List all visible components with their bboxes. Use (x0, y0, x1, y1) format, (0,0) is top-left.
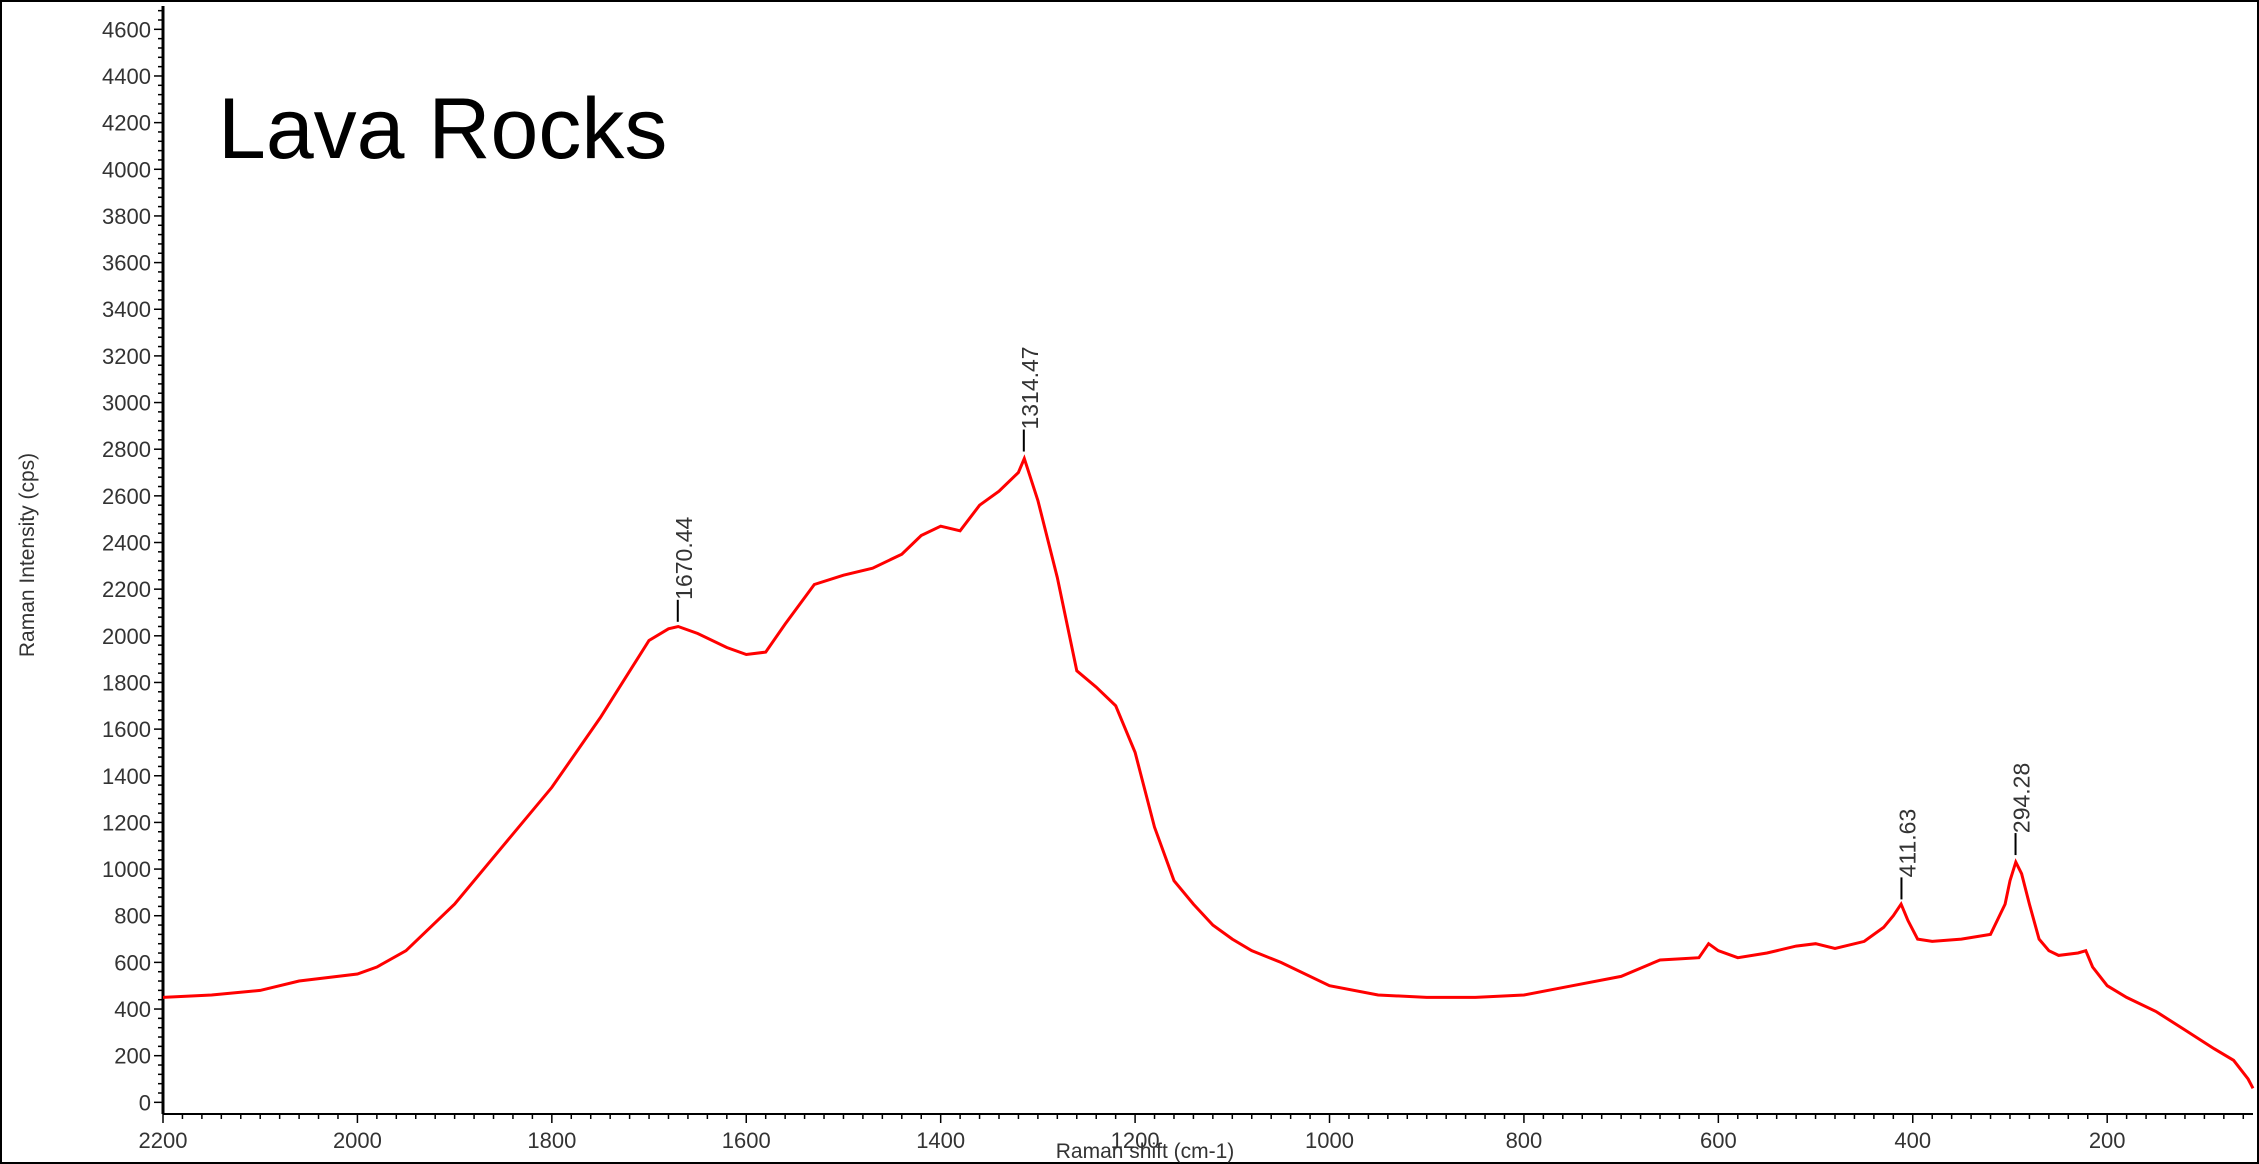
x-axis-label: Raman shift (cm-1) (1056, 1140, 1235, 1163)
y-tick-label: 1200 (102, 810, 151, 835)
x-tick-label: 200 (2089, 1128, 2126, 1153)
x-tick-label: 400 (1894, 1128, 1931, 1153)
x-tick-label: 2000 (333, 1128, 382, 1153)
y-tick-label: 600 (114, 950, 151, 975)
y-tick-label: 3800 (102, 204, 151, 229)
peak-annotations: 1670.44 1314.47 411.63 294.28 (671, 346, 2035, 900)
y-tick-label: 2000 (102, 624, 151, 649)
x-tick-label: 1000 (1305, 1128, 1354, 1153)
peak-label: 1314.47 (1017, 346, 1043, 429)
x-tick-label: 1400 (916, 1128, 965, 1153)
y-tick-label: 4400 (102, 64, 151, 89)
y-tick-label: 800 (114, 904, 151, 929)
y-axis-ticks: 0 200 400 600 800 1000 1200 1400 1600 1800 2000 220… (102, 9, 163, 1115)
y-tick-label: 400 (114, 997, 151, 1022)
y-tick-label: 4000 (102, 157, 151, 182)
chart-title: Lava Rocks (218, 81, 667, 177)
y-tick-label: 200 (114, 1044, 151, 1069)
peak-label: 294.28 (2009, 763, 2035, 833)
x-tick-label: 600 (1700, 1128, 1737, 1153)
x-axis-ticks: 2200 2000 1800 1600 1400 1200 1000 800 600 400 200 (139, 1114, 2245, 1153)
y-tick-label: 2200 (102, 577, 151, 602)
peak-label: 411.63 (1894, 809, 1920, 878)
y-tick-label: 0 (139, 1090, 151, 1115)
x-tick-label: 1800 (527, 1128, 576, 1153)
y-tick-label: 2400 (102, 531, 151, 556)
spectrum-line (162, 454, 2255, 1089)
y-tick-label: 1600 (102, 717, 151, 742)
y-tick-label: 4200 (102, 111, 151, 136)
y-axis-label: Raman Intensity (cps) (16, 453, 39, 657)
y-tick-label: 4600 (102, 17, 151, 42)
y-tick-label: 1800 (102, 670, 151, 695)
peak-label: 1670.44 (671, 516, 697, 599)
x-tick-label: 2200 (139, 1128, 188, 1153)
y-tick-label: 3400 (102, 297, 151, 322)
y-tick-label: 1000 (102, 857, 151, 882)
x-tick-label: 800 (1506, 1128, 1543, 1153)
y-tick-label: 3000 (102, 391, 151, 416)
y-tick-label: 3600 (102, 251, 151, 276)
y-tick-label: 1400 (102, 764, 151, 789)
y-tick-label: 2600 (102, 484, 151, 509)
x-tick-label: 1200 (1111, 1128, 1160, 1153)
x-tick-label: 1600 (722, 1128, 771, 1153)
y-tick-label: 3200 (102, 344, 151, 369)
y-tick-label: 2800 (102, 437, 151, 462)
